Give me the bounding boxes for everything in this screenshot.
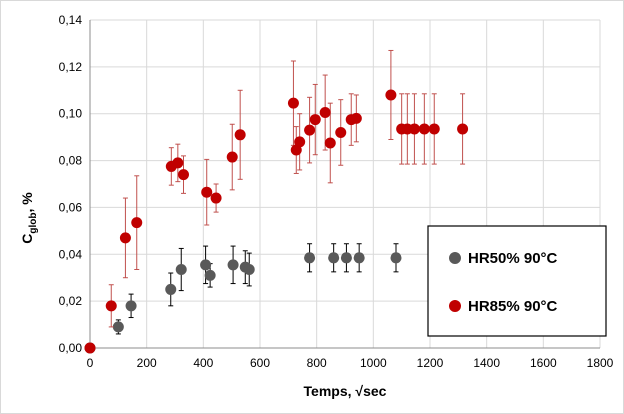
data-point [234, 129, 246, 141]
x-tick-label: 1000 [360, 356, 387, 370]
x-tick-label: 1400 [473, 356, 500, 370]
x-tick-label: 0 [87, 356, 94, 370]
series-hr85 [84, 49, 469, 354]
legend: HR50% 90°C HR85% 90°C [427, 225, 607, 337]
data-point [457, 123, 469, 135]
y-axis-title: Cglob, % [19, 192, 39, 244]
legend-label-hr85: HR85% 90°C [468, 298, 558, 315]
axes [89, 20, 600, 349]
data-point [175, 264, 187, 276]
y-axis-title-main: C [19, 234, 35, 244]
series-group [84, 49, 469, 354]
data-point [119, 232, 131, 244]
data-point [335, 126, 347, 138]
data-point [309, 114, 321, 126]
data-point [201, 186, 213, 198]
data-point [200, 259, 212, 271]
data-point [408, 123, 420, 135]
legend-box [427, 225, 607, 337]
y-tick-label: 0,14 [59, 13, 83, 27]
data-point [350, 112, 362, 124]
data-point [178, 169, 189, 181]
data-point [418, 123, 430, 135]
data-point [353, 252, 365, 264]
x-tick-label: 1200 [417, 356, 444, 370]
x-tick-label: 200 [137, 356, 157, 370]
legend-label-hr50: HR50% 90°C [468, 250, 558, 267]
data-point [210, 192, 222, 204]
data-point [125, 300, 137, 312]
x-tick-label: 600 [250, 356, 270, 370]
y-axis-title-rest: , % [19, 192, 35, 213]
data-point [172, 157, 184, 169]
x-axis-title: Temps, √sec [304, 383, 387, 399]
y-axis-title-sub: glob [28, 213, 39, 234]
legend-marker-hr85 [449, 300, 461, 312]
data-point [227, 259, 239, 271]
data-point [324, 137, 336, 149]
data-point [112, 321, 124, 333]
data-point [304, 252, 316, 264]
series-hr50 [84, 243, 402, 354]
data-point [319, 107, 331, 119]
data-point [328, 252, 340, 264]
data-point [294, 136, 306, 148]
y-tick-label: 0,10 [59, 107, 83, 121]
data-point [287, 97, 299, 109]
tick-labels: 0,00 0,02 0,04 0,06 0,08 0,10 0,12 0,14 0 200 400 6… [59, 13, 614, 370]
data-point [105, 300, 117, 312]
data-point [304, 124, 316, 136]
x-tick-label: 1600 [530, 356, 557, 370]
y-tick-label: 0,12 [59, 60, 83, 74]
data-point [84, 342, 96, 354]
data-point [428, 123, 440, 135]
x-tick-label: 800 [307, 356, 327, 370]
data-point [385, 89, 397, 101]
legend-marker-hr50 [449, 252, 461, 264]
x-tick-label: 1800 [587, 356, 614, 370]
y-tick-label: 0,04 [59, 247, 83, 261]
data-point [340, 252, 352, 264]
data-point [204, 269, 216, 281]
y-tick-label: 0,00 [59, 341, 83, 355]
y-tick-label: 0,06 [59, 200, 83, 214]
data-point [131, 217, 143, 229]
x-tick-label: 400 [193, 356, 213, 370]
data-point [165, 283, 177, 295]
data-point [390, 252, 402, 264]
y-tick-label: 0,08 [59, 154, 83, 168]
data-point [243, 264, 255, 276]
data-point [226, 151, 238, 163]
y-tick-label: 0,02 [59, 294, 83, 308]
